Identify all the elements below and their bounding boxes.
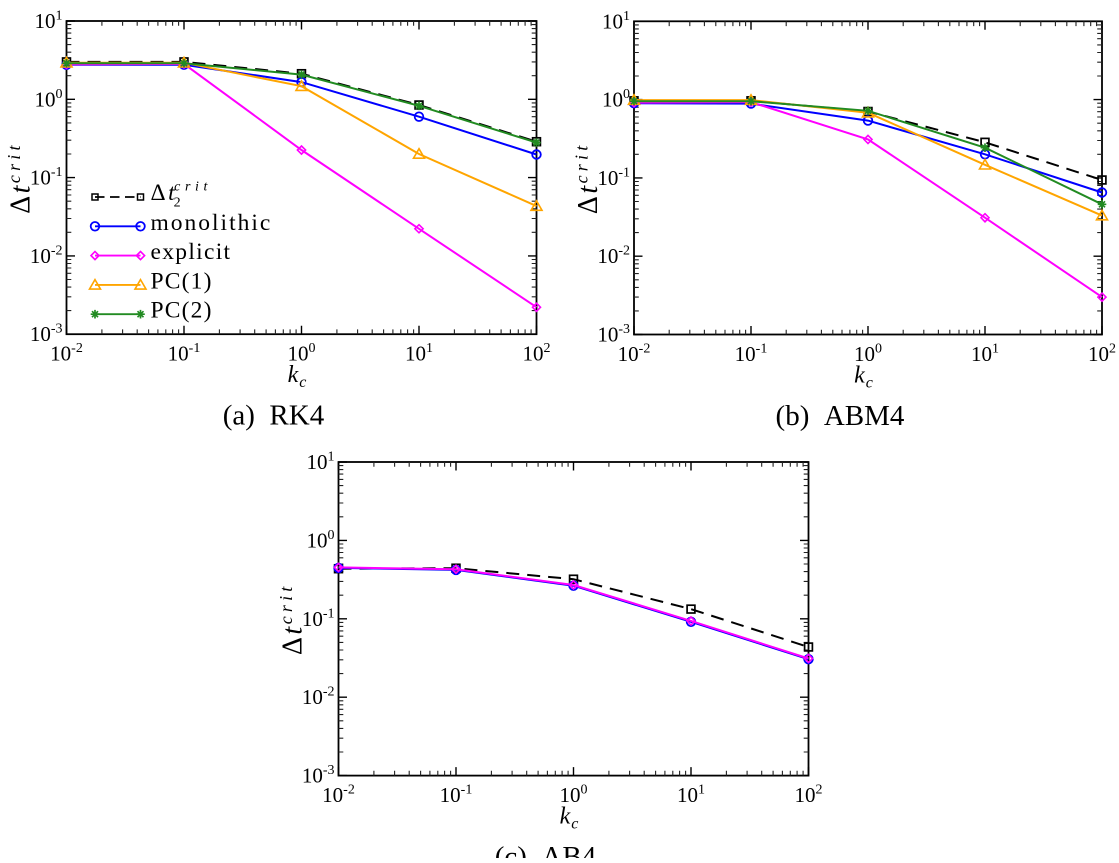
svg-text:PC(2): PC(2) bbox=[151, 298, 213, 324]
svg-text:monolithic: monolithic bbox=[151, 210, 273, 236]
svg-text:101: 101 bbox=[35, 9, 63, 34]
svg-text:explicit: explicit bbox=[151, 239, 232, 265]
svg-text:101: 101 bbox=[971, 342, 999, 367]
svg-text:100: 100 bbox=[35, 87, 63, 112]
svg-text:10-2: 10-2 bbox=[302, 685, 335, 710]
svg-text:10-2: 10-2 bbox=[30, 243, 63, 268]
svg-text:PC(1): PC(1) bbox=[151, 268, 213, 294]
svg-text:(c) AB4: (c) AB4 bbox=[495, 841, 597, 858]
svg-text:10-2: 10-2 bbox=[597, 244, 630, 269]
svg-text:102: 102 bbox=[795, 783, 823, 808]
svg-text:100: 100 bbox=[560, 783, 588, 808]
svg-text:(a) RK4: (a) RK4 bbox=[223, 400, 325, 432]
svg-text:10-3: 10-3 bbox=[302, 763, 335, 788]
svg-text:(b) ABM4: (b) ABM4 bbox=[776, 400, 905, 432]
svg-text:10-1: 10-1 bbox=[735, 342, 768, 367]
svg-text:10-2: 10-2 bbox=[50, 341, 83, 366]
svg-text:10-2: 10-2 bbox=[618, 342, 651, 367]
svg-text:Δt2crit: Δt2crit bbox=[151, 180, 213, 211]
svg-text:101: 101 bbox=[602, 9, 630, 34]
svg-text:10-1: 10-1 bbox=[440, 783, 473, 808]
svg-text:100: 100 bbox=[307, 528, 335, 553]
svg-text:102: 102 bbox=[523, 341, 551, 366]
svg-text:101: 101 bbox=[307, 450, 335, 475]
svg-text:10-1: 10-1 bbox=[168, 341, 201, 366]
svg-text:101: 101 bbox=[405, 341, 433, 366]
svg-text:kc: kc bbox=[854, 363, 874, 392]
svg-text:101: 101 bbox=[677, 783, 705, 808]
svg-text:100: 100 bbox=[602, 87, 630, 112]
svg-text:kc: kc bbox=[560, 804, 580, 833]
svg-text:kc: kc bbox=[288, 362, 308, 391]
svg-text:102: 102 bbox=[1088, 342, 1116, 367]
svg-text:10-1: 10-1 bbox=[30, 165, 63, 190]
svg-text:10-2: 10-2 bbox=[322, 783, 355, 808]
